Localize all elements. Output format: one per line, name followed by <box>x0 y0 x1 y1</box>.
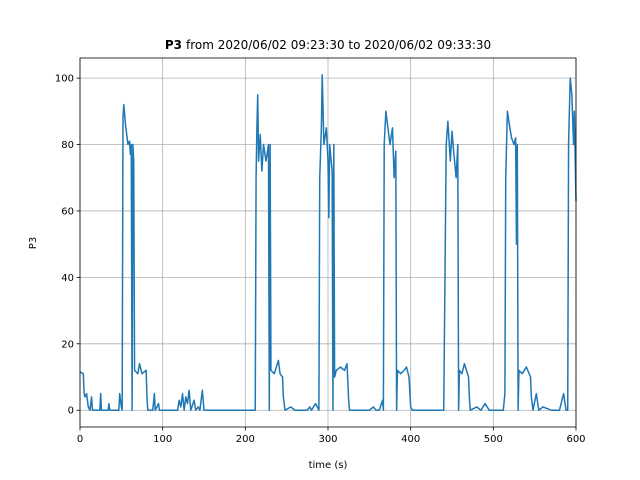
y-tick-label: 60 <box>61 206 74 217</box>
y-tick-label: 80 <box>61 140 74 151</box>
title-bold: P3 <box>165 38 182 52</box>
ticks: 0 100 200 300 400 500 600 0 20 40 60 80 100 <box>55 74 586 445</box>
x-tick-label: 100 <box>153 434 172 445</box>
y-axis-label: P3 <box>28 237 39 249</box>
y-tick-label: 0 <box>68 406 74 417</box>
y-tick-label: 20 <box>61 339 74 350</box>
x-tick-label: 600 <box>566 434 585 445</box>
line-series <box>79 74 577 411</box>
x-tick-label: 400 <box>401 434 420 445</box>
x-axis-label: time (s) <box>309 460 348 471</box>
y-tick-label: 40 <box>61 273 74 284</box>
x-tick-label: 500 <box>484 434 503 445</box>
y-tick-label: 100 <box>55 74 74 85</box>
plot <box>79 74 577 411</box>
x-tick-label: 300 <box>318 434 337 445</box>
x-tick-label: 0 <box>77 434 83 445</box>
title-text: from 2020/06/02 09:23:30 to 2020/06/02 0… <box>186 38 491 52</box>
chart-title: P3 from 2020/06/02 09:23:30 to 2020/06/02… <box>165 38 491 52</box>
x-tick-label: 200 <box>236 434 255 445</box>
